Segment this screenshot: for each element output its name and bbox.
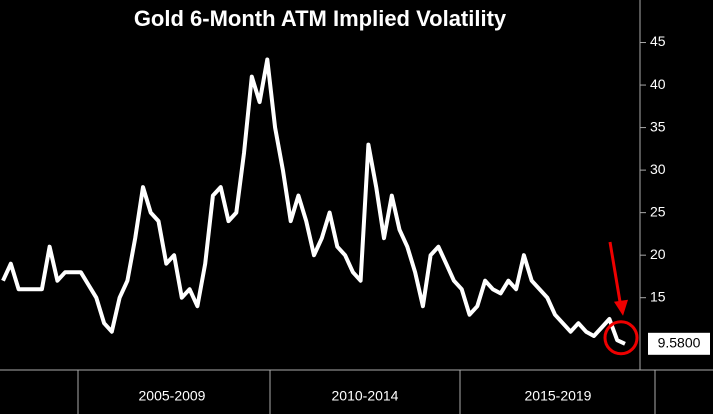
chart-title: Gold 6-Month ATM Implied Volatility <box>134 6 507 31</box>
y-tick-label: 25 <box>650 203 666 219</box>
highlight-circle <box>603 320 639 356</box>
line <box>1 57 626 346</box>
y-tick-label: 40 <box>650 76 666 92</box>
y-tick-label: 45 <box>650 33 666 49</box>
x-period-label: 2010-2014 <box>332 388 399 404</box>
x-period-label: 2015-2019 <box>525 388 592 404</box>
y-tick-label: 35 <box>650 118 666 134</box>
value-label: 9.5800 <box>658 335 701 351</box>
value-label-box <box>648 332 710 355</box>
x-period-label: 2005-2009 <box>139 388 206 404</box>
y-tick-label: 30 <box>650 161 666 177</box>
arrow-head <box>614 299 628 316</box>
arrow-shaft <box>608 241 623 309</box>
y-tick-label: 20 <box>650 246 666 262</box>
y-tick-label: 15 <box>650 288 666 304</box>
